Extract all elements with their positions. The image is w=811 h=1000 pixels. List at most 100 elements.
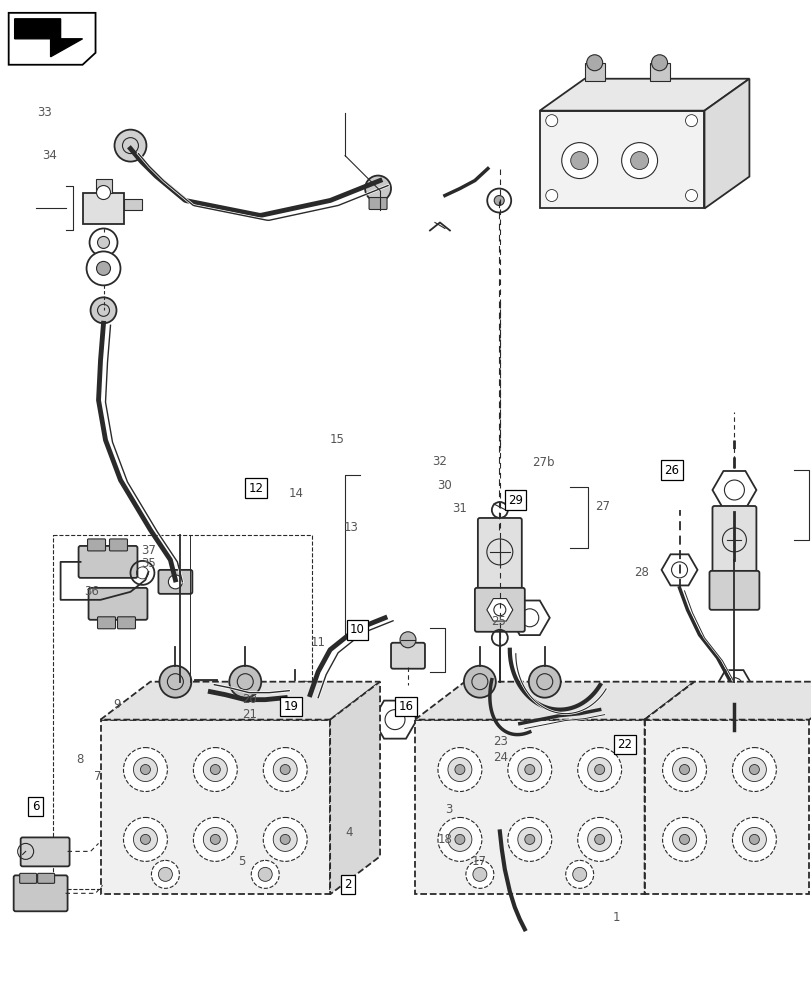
Circle shape xyxy=(507,748,551,792)
Circle shape xyxy=(258,867,272,881)
Circle shape xyxy=(298,691,311,705)
Text: 18: 18 xyxy=(437,833,452,846)
Circle shape xyxy=(437,817,481,861)
Text: 29: 29 xyxy=(508,493,522,506)
Polygon shape xyxy=(414,720,644,894)
Circle shape xyxy=(528,666,560,698)
Text: 16: 16 xyxy=(398,700,413,713)
FancyBboxPatch shape xyxy=(37,873,54,883)
Text: 1: 1 xyxy=(612,911,620,924)
Polygon shape xyxy=(9,13,96,65)
Text: 5: 5 xyxy=(238,855,246,868)
Circle shape xyxy=(672,758,696,782)
Polygon shape xyxy=(475,787,523,828)
Circle shape xyxy=(97,236,109,248)
Circle shape xyxy=(97,261,110,275)
FancyBboxPatch shape xyxy=(109,539,127,551)
Circle shape xyxy=(524,834,534,844)
Polygon shape xyxy=(715,670,752,701)
Text: 9: 9 xyxy=(113,698,120,711)
Circle shape xyxy=(87,251,120,285)
Circle shape xyxy=(485,774,513,801)
Circle shape xyxy=(133,758,157,782)
Text: 36: 36 xyxy=(84,585,99,598)
Circle shape xyxy=(662,748,706,792)
FancyBboxPatch shape xyxy=(97,617,115,629)
Circle shape xyxy=(89,228,118,256)
Polygon shape xyxy=(414,682,693,720)
Text: 30: 30 xyxy=(436,479,451,492)
Text: 31: 31 xyxy=(452,502,466,515)
FancyBboxPatch shape xyxy=(124,199,142,210)
Text: 10: 10 xyxy=(350,623,364,636)
Circle shape xyxy=(749,834,758,844)
FancyBboxPatch shape xyxy=(118,617,135,629)
Text: 3: 3 xyxy=(444,803,452,816)
Text: 6: 6 xyxy=(32,800,39,813)
FancyBboxPatch shape xyxy=(158,570,192,594)
Text: 26: 26 xyxy=(663,464,679,477)
Text: 2: 2 xyxy=(344,878,351,891)
Polygon shape xyxy=(539,79,749,111)
Circle shape xyxy=(140,834,150,844)
FancyBboxPatch shape xyxy=(83,193,124,224)
Circle shape xyxy=(684,115,697,127)
Circle shape xyxy=(577,817,621,861)
Text: 12: 12 xyxy=(248,482,264,495)
Circle shape xyxy=(586,55,602,71)
Circle shape xyxy=(210,834,220,844)
Text: 25: 25 xyxy=(491,615,505,628)
Circle shape xyxy=(587,827,611,851)
Text: 33: 33 xyxy=(37,106,52,119)
Circle shape xyxy=(684,190,697,202)
Polygon shape xyxy=(661,554,697,585)
Text: 19: 19 xyxy=(283,700,298,713)
Circle shape xyxy=(193,817,237,861)
Text: 22: 22 xyxy=(616,738,632,751)
Circle shape xyxy=(621,143,657,179)
Polygon shape xyxy=(15,19,83,57)
Polygon shape xyxy=(330,682,380,894)
Circle shape xyxy=(159,666,191,698)
Circle shape xyxy=(400,632,415,648)
Text: 7: 7 xyxy=(94,770,101,783)
Polygon shape xyxy=(711,471,756,509)
Text: 11: 11 xyxy=(311,636,325,649)
Circle shape xyxy=(448,827,471,851)
Circle shape xyxy=(168,575,182,589)
Circle shape xyxy=(545,115,557,127)
Text: 37: 37 xyxy=(141,544,157,557)
Text: 14: 14 xyxy=(289,487,303,500)
Circle shape xyxy=(494,196,504,206)
Polygon shape xyxy=(478,739,521,777)
FancyBboxPatch shape xyxy=(79,546,137,578)
Circle shape xyxy=(280,765,290,775)
Polygon shape xyxy=(101,682,380,720)
Circle shape xyxy=(263,748,307,792)
Circle shape xyxy=(572,867,586,881)
Circle shape xyxy=(365,176,391,202)
Polygon shape xyxy=(644,682,693,894)
Circle shape xyxy=(466,860,493,888)
FancyBboxPatch shape xyxy=(709,571,758,610)
Polygon shape xyxy=(509,601,549,635)
Text: 15: 15 xyxy=(329,433,344,446)
Circle shape xyxy=(123,748,167,792)
Text: 21: 21 xyxy=(242,708,257,721)
Text: 27b: 27b xyxy=(532,456,555,469)
Circle shape xyxy=(210,765,220,775)
Circle shape xyxy=(565,860,593,888)
Circle shape xyxy=(517,827,541,851)
FancyBboxPatch shape xyxy=(369,198,387,209)
Bar xyxy=(53,535,311,889)
FancyBboxPatch shape xyxy=(96,179,111,193)
FancyBboxPatch shape xyxy=(391,643,424,669)
Circle shape xyxy=(448,758,471,782)
Circle shape xyxy=(493,782,505,793)
Circle shape xyxy=(662,817,706,861)
Circle shape xyxy=(251,860,279,888)
Circle shape xyxy=(594,834,604,844)
Circle shape xyxy=(193,748,237,792)
Circle shape xyxy=(463,666,496,698)
Text: 23: 23 xyxy=(493,735,508,748)
